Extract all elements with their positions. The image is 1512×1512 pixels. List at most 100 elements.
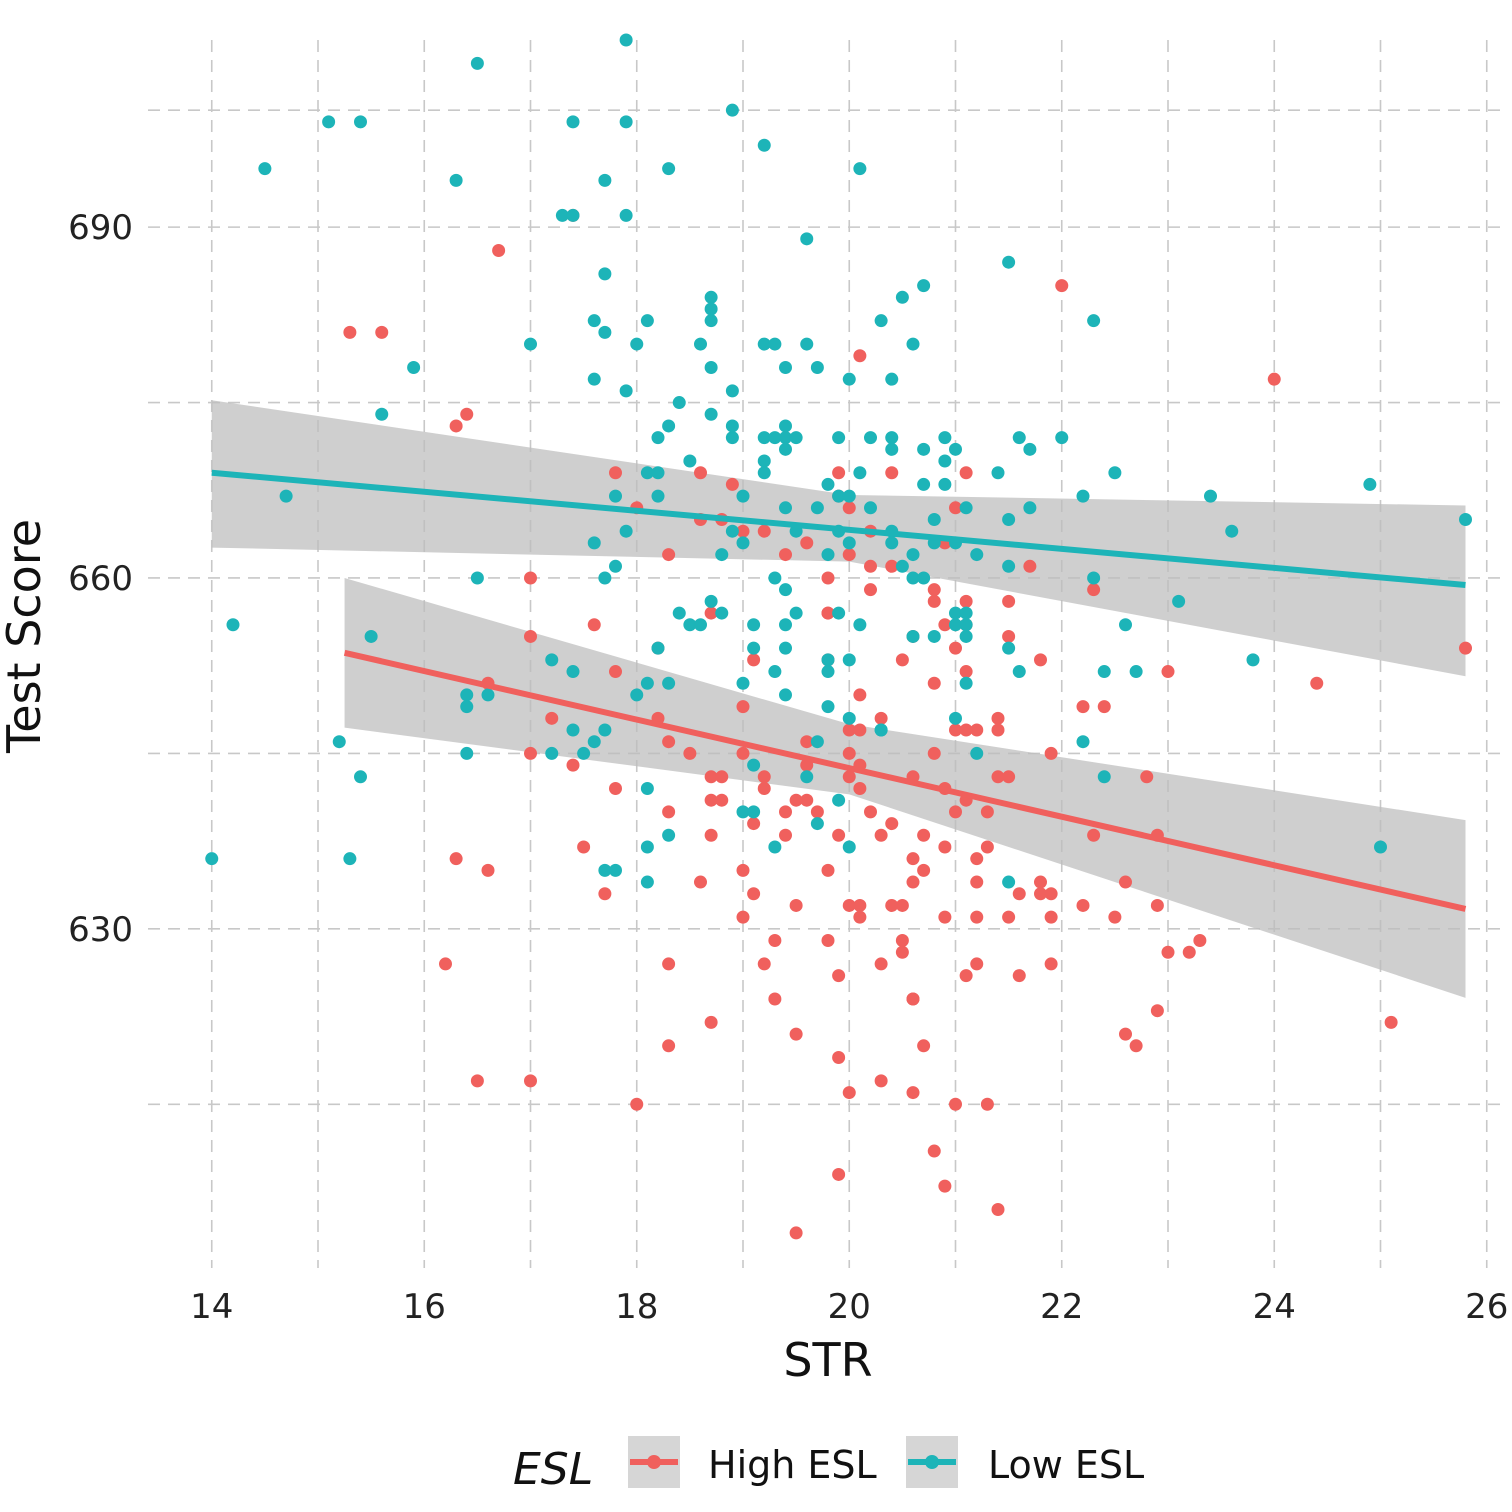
- point-high-esl: [736, 910, 750, 924]
- point-high-esl: [524, 629, 537, 643]
- point-low-esl: [587, 536, 601, 550]
- legend: ESL High ESL Low ESL: [513, 1436, 1144, 1495]
- point-low-esl: [779, 688, 792, 702]
- x-axis-title: STR: [783, 1333, 872, 1387]
- point-low-esl: [949, 442, 962, 456]
- point-high-esl: [662, 805, 676, 819]
- point-low-esl: [842, 653, 856, 667]
- point-low-esl: [704, 407, 718, 421]
- point-high-esl: [1023, 559, 1037, 573]
- point-high-esl: [449, 419, 463, 433]
- point-high-esl: [1161, 945, 1175, 959]
- point-low-esl: [1012, 431, 1026, 445]
- point-high-esl: [747, 653, 761, 667]
- point-low-esl: [779, 641, 792, 655]
- point-low-esl: [619, 33, 633, 47]
- point-high-esl: [821, 863, 835, 877]
- point-high-esl: [1150, 1004, 1164, 1018]
- point-high-esl: [810, 805, 824, 819]
- point-low-esl: [470, 56, 484, 70]
- point-high-esl: [768, 934, 782, 948]
- point-low-esl: [779, 501, 792, 515]
- point-low-esl: [651, 489, 665, 503]
- confidence-band-low-esl: [211, 400, 1466, 677]
- point-high-esl: [757, 781, 771, 795]
- point-low-esl: [959, 676, 973, 690]
- point-low-esl: [800, 232, 814, 246]
- point-high-esl: [1002, 594, 1016, 608]
- point-high-esl: [1002, 910, 1016, 924]
- point-high-esl: [725, 477, 739, 491]
- point-low-esl: [354, 770, 367, 784]
- point-low-esl: [715, 548, 729, 562]
- point-low-esl: [789, 431, 803, 445]
- point-low-esl: [460, 700, 474, 714]
- point-high-esl: [885, 559, 899, 573]
- point-high-esl: [980, 1097, 994, 1111]
- point-high-esl: [694, 875, 707, 889]
- point-low-esl: [853, 466, 867, 480]
- x-tick-label: 16: [403, 1287, 446, 1327]
- point-high-esl: [736, 746, 750, 760]
- point-low-esl: [768, 571, 782, 585]
- point-high-esl: [959, 594, 973, 608]
- point-high-esl: [885, 817, 899, 831]
- y-axis-title: Test Score: [0, 519, 51, 754]
- legend-item-low-esl: Low ESL: [906, 1436, 1144, 1488]
- point-low-esl: [768, 337, 782, 351]
- point-high-esl: [895, 653, 909, 667]
- point-low-esl: [683, 454, 697, 468]
- point-low-esl: [757, 431, 771, 445]
- point-high-esl: [800, 735, 814, 749]
- point-low-esl: [555, 208, 569, 222]
- point-low-esl: [672, 606, 686, 620]
- point-low-esl: [810, 501, 824, 515]
- point-high-esl: [736, 863, 750, 877]
- y-tick-label: 690: [68, 208, 133, 248]
- point-low-esl: [545, 653, 559, 667]
- point-high-esl: [832, 466, 846, 480]
- point-high-esl: [832, 1167, 846, 1181]
- point-low-esl: [662, 676, 676, 690]
- point-low-esl: [779, 431, 792, 445]
- point-low-esl: [640, 676, 654, 690]
- point-low-esl: [619, 524, 633, 538]
- point-low-esl: [630, 688, 644, 702]
- point-high-esl: [1150, 898, 1164, 912]
- point-high-esl: [609, 665, 622, 679]
- point-low-esl: [842, 372, 856, 386]
- point-low-esl: [927, 513, 941, 527]
- point-low-esl: [609, 489, 622, 503]
- point-high-esl: [949, 641, 962, 655]
- point-high-esl: [470, 1074, 484, 1088]
- point-high-esl: [1034, 653, 1047, 667]
- point-high-esl: [959, 466, 973, 480]
- point-high-esl: [864, 583, 877, 597]
- point-low-esl: [1002, 559, 1016, 573]
- point-high-esl: [789, 1027, 803, 1041]
- point-low-esl: [757, 454, 771, 468]
- point-high-esl: [715, 793, 729, 807]
- point-low-esl: [205, 852, 219, 866]
- point-low-esl: [651, 431, 665, 445]
- point-high-esl: [842, 746, 856, 760]
- point-low-esl: [917, 279, 931, 293]
- point-low-esl: [662, 828, 676, 842]
- point-low-esl: [322, 115, 336, 129]
- y-tick-label: 630: [68, 910, 133, 950]
- point-high-esl: [1267, 372, 1281, 386]
- point-low-esl: [1129, 665, 1143, 679]
- point-low-esl: [832, 793, 846, 807]
- point-high-esl: [577, 840, 591, 854]
- legend-item-high-esl: High ESL: [628, 1436, 877, 1488]
- point-low-esl: [545, 746, 559, 760]
- point-low-esl: [1076, 489, 1090, 503]
- point-high-esl: [449, 852, 463, 866]
- point-low-esl: [853, 162, 867, 176]
- point-low-esl: [779, 583, 792, 597]
- point-low-esl: [1363, 477, 1377, 491]
- point-low-esl: [938, 477, 952, 491]
- point-low-esl: [959, 629, 973, 643]
- point-low-esl: [332, 735, 346, 749]
- point-high-esl: [1384, 1015, 1398, 1029]
